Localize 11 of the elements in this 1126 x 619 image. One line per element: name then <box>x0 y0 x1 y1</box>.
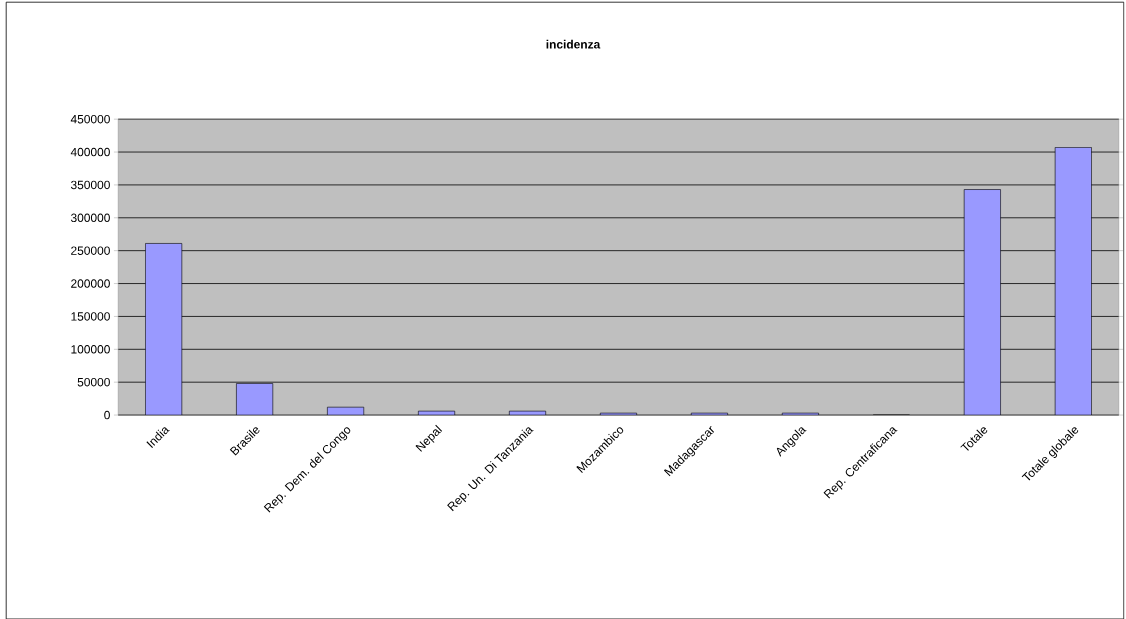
y-tick-label: 150000 <box>71 312 110 321</box>
y-tick-label: 100000 <box>71 344 110 354</box>
y-tick-label: 300000 <box>70 213 110 222</box>
y-tick-label: 50000 <box>77 377 110 387</box>
y-tick-label: 200000 <box>71 279 110 288</box>
y-tick-label: 350000 <box>70 180 110 189</box>
y-tick-label: 0 <box>104 410 110 420</box>
y-tick-label: 450000 <box>70 114 110 124</box>
y-tick-label: 400000 <box>70 147 110 157</box>
y-tick-label: 250000 <box>71 246 110 255</box>
chart-title: incidenza <box>546 39 601 49</box>
